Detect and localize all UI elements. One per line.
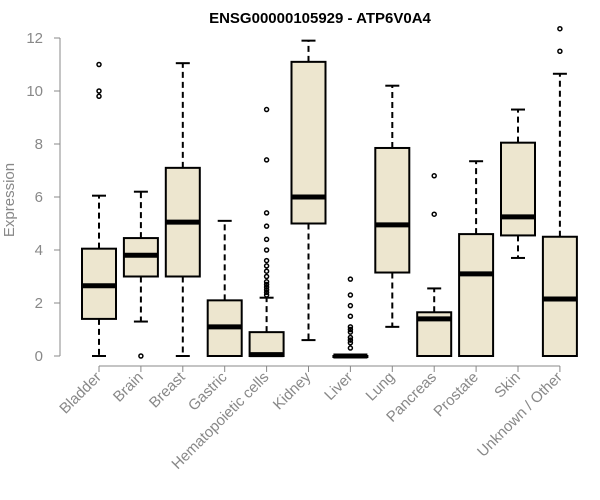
y-tick-label: 0	[35, 348, 43, 365]
outlier-point	[263, 263, 270, 269]
y-tick-label: 12	[26, 30, 43, 47]
outlier-point	[96, 93, 102, 100]
outlier-point	[96, 88, 102, 94]
x-tick-label: Kidney	[270, 368, 315, 413]
box-kidney	[290, 39, 327, 342]
box-liver	[332, 276, 369, 359]
box-gastric	[206, 219, 243, 358]
outlier-point	[263, 210, 270, 216]
outlier-point	[263, 289, 270, 296]
y-axis-label: Expression	[1, 163, 18, 237]
outlier-point	[557, 25, 563, 32]
outlier-point	[263, 292, 270, 298]
chart-title: ENSG00000105929 - ATP6V0A4	[209, 10, 431, 27]
outlier-point	[263, 247, 270, 253]
outlier-point	[138, 353, 144, 359]
outlier-point	[347, 292, 354, 298]
outlier-point	[347, 276, 354, 282]
outlier-point	[347, 302, 354, 309]
x-tick-label: Breast	[146, 368, 189, 411]
outlier-point	[557, 48, 563, 54]
x-tick-label: Lung	[363, 369, 399, 405]
outlier-point	[347, 324, 354, 330]
box-iqr	[374, 146, 411, 274]
box-bladder	[81, 61, 117, 357]
box-hematopoietic-cells	[248, 106, 285, 358]
y-tick-label: 4	[35, 242, 43, 259]
outlier-point	[263, 257, 270, 264]
box-brain	[122, 190, 159, 359]
x-tick-label: Bladder	[56, 369, 105, 418]
x-tick-label: Skin	[491, 369, 524, 402]
outlier-point	[347, 340, 354, 346]
outlier-point	[263, 106, 270, 113]
box-iqr	[541, 235, 578, 357]
y-axis: 0 2 4 6 8 10 12	[26, 30, 61, 365]
y-tick-label: 10	[26, 83, 43, 100]
y-tick-label: 6	[35, 189, 43, 206]
box-iqr	[458, 233, 495, 358]
outlier-point	[263, 223, 270, 229]
outlier-point	[347, 334, 354, 341]
box-lung	[374, 84, 411, 328]
box-pancreas	[416, 173, 453, 357]
outlier-point	[347, 337, 354, 343]
outlier-point	[263, 236, 270, 243]
outlier-point	[347, 313, 354, 319]
outlier-point	[263, 281, 270, 288]
outlier-point	[263, 273, 270, 280]
y-tick-label: 8	[35, 136, 43, 153]
x-tick-label: Prostate	[430, 369, 482, 421]
box-iqr	[500, 141, 536, 237]
outlier-point	[347, 326, 354, 333]
outlier-point	[263, 284, 270, 290]
x-tick-label: Brain	[110, 369, 147, 406]
y-tick-label: 2	[35, 295, 43, 312]
box-skin	[500, 108, 536, 259]
outlier-point	[263, 268, 270, 274]
outlier-point	[431, 211, 437, 217]
outlier-point	[263, 287, 270, 293]
outlier-point	[431, 173, 437, 179]
outlier-point	[347, 329, 354, 335]
x-tick-label: Liver	[321, 369, 356, 404]
outlier-point	[347, 345, 354, 351]
outlier-point	[263, 279, 270, 285]
box-prostate	[458, 160, 495, 358]
outlier-point	[263, 157, 270, 163]
box-breast	[164, 62, 201, 357]
box-series	[81, 25, 578, 359]
box-unknown-other	[541, 25, 578, 357]
outlier-point	[96, 61, 102, 68]
